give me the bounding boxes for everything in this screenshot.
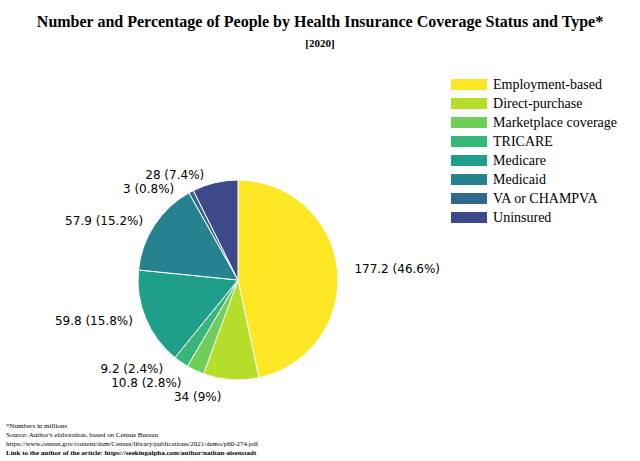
svg-text:59.8 (15.8%): 59.8 (15.8%) xyxy=(55,314,133,328)
svg-text:Link to the author of the arti: Link to the author of the article: https… xyxy=(6,449,257,457)
svg-text:10.8 (2.8%): 10.8 (2.8%) xyxy=(111,376,181,390)
svg-text:28 (7.4%): 28 (7.4%) xyxy=(145,168,204,182)
svg-text:3 (0.8%): 3 (0.8%) xyxy=(123,182,174,196)
svg-text:9.2 (2.4%): 9.2 (2.4%) xyxy=(100,362,163,376)
svg-text:[2020]: [2020] xyxy=(305,37,334,49)
svg-text:Direct-purchase: Direct-purchase xyxy=(493,96,582,111)
svg-text:TRICARE: TRICARE xyxy=(493,134,553,149)
svg-text:https://www.census.gov/content: https://www.census.gov/content/dam/Censu… xyxy=(6,440,259,448)
svg-text:Number and Percentage of Peopl: Number and Percentage of People by Healt… xyxy=(37,13,603,31)
svg-text:57.9 (15.2%): 57.9 (15.2%) xyxy=(65,214,143,228)
svg-text:Marketplace coverage: Marketplace coverage xyxy=(493,115,617,130)
svg-text:177.2 (46.6%): 177.2 (46.6%) xyxy=(354,262,440,276)
svg-text:*Numbers in millions: *Numbers in millions xyxy=(6,422,67,430)
svg-text:VA or CHAMPVA: VA or CHAMPVA xyxy=(493,191,598,206)
svg-text:Medicaid: Medicaid xyxy=(493,172,546,187)
svg-text:Uninsured: Uninsured xyxy=(493,210,551,225)
svg-text:Source: Author's elaboration,: Source: Author's elaboration, based on C… xyxy=(6,431,158,439)
svg-text:34 (9%): 34 (9%) xyxy=(174,390,221,404)
svg-text:Medicare: Medicare xyxy=(493,153,546,168)
svg-text:Employment-based: Employment-based xyxy=(493,77,602,92)
